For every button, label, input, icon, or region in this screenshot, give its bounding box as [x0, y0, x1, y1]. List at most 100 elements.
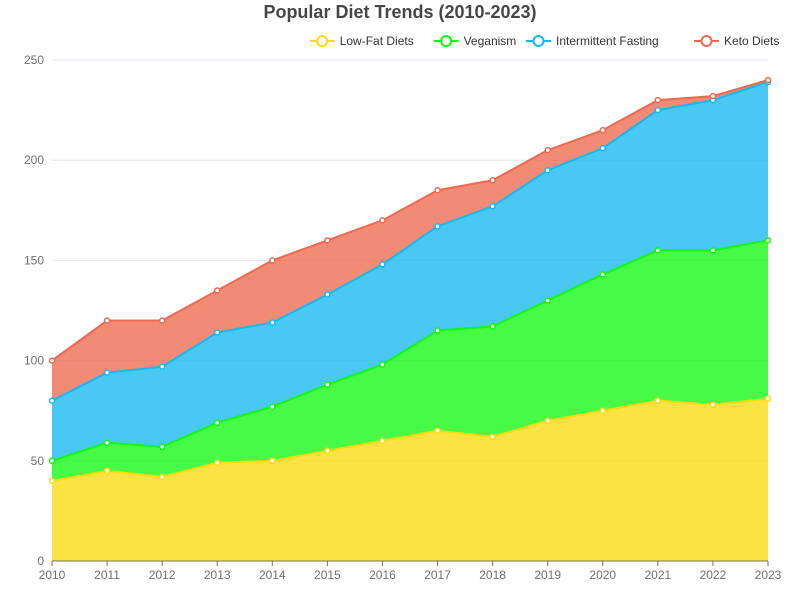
point-veganism[interactable] — [324, 381, 331, 388]
y-tick-label: 150 — [24, 253, 44, 267]
point-low-fat-diets[interactable] — [489, 433, 496, 441]
point-veganism[interactable] — [158, 443, 166, 451]
area-layer — [52, 80, 768, 561]
y-tick-label: 0 — [37, 554, 44, 568]
line-veganism — [51, 239, 769, 462]
area-low-fat-diets — [52, 398, 768, 561]
point-low-fat-diets[interactable] — [544, 417, 551, 424]
point-keto-diets[interactable] — [544, 146, 551, 154]
line-intermittent-fasting — [51, 81, 769, 402]
x-tick-label: 2015 — [314, 568, 341, 582]
point-keto-diets[interactable] — [48, 357, 56, 364]
point-keto-diets[interactable] — [324, 237, 331, 244]
point-keto-diets[interactable] — [764, 76, 772, 84]
point-keto-diets[interactable] — [379, 217, 386, 224]
x-tick-label: 2023 — [755, 568, 782, 582]
point-low-fat-diets[interactable] — [654, 397, 662, 404]
legend-marker-icon — [700, 35, 713, 47]
point-intermittent-fasting[interactable] — [324, 291, 331, 298]
point-low-fat-diets[interactable] — [764, 395, 772, 402]
x-tick-label: 2016 — [369, 568, 396, 582]
point-veganism[interactable] — [654, 247, 662, 254]
x-tick-label: 2018 — [479, 568, 506, 582]
point-veganism[interactable] — [764, 237, 772, 244]
x-tick-label: 2019 — [534, 568, 561, 582]
point-keto-diets[interactable] — [654, 96, 662, 104]
x-tick-label: 2021 — [644, 568, 671, 582]
area-intermittent-fasting — [52, 82, 768, 461]
x-tick-label: 2011 — [94, 568, 120, 582]
point-keto-diets[interactable] — [158, 317, 166, 324]
point-keto-diets[interactable] — [599, 126, 607, 134]
legend-item-keto-diets[interactable]: Keto Diets — [694, 34, 779, 48]
y-tick-label: 200 — [24, 153, 44, 167]
legend-marker-icon — [440, 35, 453, 47]
legend-item-low-fat-diets[interactable]: Low-Fat Diets — [309, 34, 414, 48]
x-tick-label: 2012 — [149, 568, 176, 582]
point-keto-diets[interactable] — [709, 92, 717, 100]
point-veganism[interactable] — [379, 361, 386, 368]
point-low-fat-diets[interactable] — [434, 427, 441, 434]
point-veganism[interactable] — [269, 403, 276, 410]
point-veganism[interactable] — [434, 327, 441, 334]
legend-marker-icon — [532, 35, 545, 47]
legend-label: Veganism — [464, 34, 517, 48]
area-veganism — [52, 240, 768, 481]
axis-layer: 0 50 100 150 200 250 2010 2011 2012 2013 2014 2015 2… — [24, 53, 782, 582]
x-tick-label: 2017 — [424, 568, 451, 582]
point-keto-diets[interactable] — [434, 187, 441, 194]
point-veganism[interactable] — [48, 457, 56, 465]
line-layer — [51, 79, 769, 482]
legend-label: Low-Fat Diets — [340, 34, 414, 48]
point-veganism[interactable] — [489, 323, 496, 330]
legend[interactable]: Low-Fat Diets Veganism Intermittent Fastin… — [309, 34, 780, 48]
line-keto-diets — [51, 79, 769, 362]
point-low-fat-diets[interactable] — [709, 401, 717, 408]
point-keto-diets[interactable] — [103, 317, 111, 324]
point-intermittent-fasting[interactable] — [103, 369, 111, 376]
point-intermittent-fasting[interactable] — [654, 106, 662, 114]
point-keto-diets[interactable] — [489, 176, 496, 184]
legend-item-intermittent-fasting[interactable]: Intermittent Fasting — [526, 34, 659, 48]
y-tick-label: 50 — [31, 454, 45, 468]
point-veganism[interactable] — [709, 247, 717, 254]
point-low-fat-diets[interactable] — [379, 437, 386, 445]
legend-label: Keto Diets — [724, 34, 779, 48]
point-veganism[interactable] — [103, 439, 111, 447]
point-low-fat-diets[interactable] — [158, 473, 166, 481]
point-low-fat-diets[interactable] — [48, 477, 56, 485]
point-intermittent-fasting[interactable] — [269, 319, 276, 326]
y-tick-label: 250 — [24, 53, 44, 67]
x-tick-label: 2020 — [589, 568, 616, 582]
y-tick-label: 100 — [24, 354, 44, 368]
point-veganism[interactable] — [213, 419, 221, 426]
point-veganism[interactable] — [599, 271, 607, 278]
point-intermittent-fasting[interactable] — [379, 261, 386, 268]
point-intermittent-fasting[interactable] — [213, 329, 221, 336]
point-intermittent-fasting[interactable] — [158, 363, 166, 370]
point-veganism[interactable] — [544, 297, 551, 304]
x-tick-label: 2014 — [259, 568, 286, 582]
area-keto-diets — [52, 80, 768, 401]
point-keto-diets[interactable] — [269, 257, 276, 264]
x-tick-label: 2010 — [39, 568, 66, 582]
legend-marker-icon — [316, 35, 329, 47]
point-intermittent-fasting[interactable] — [599, 144, 607, 152]
point-low-fat-diets[interactable] — [103, 467, 111, 475]
point-low-fat-diets[interactable] — [213, 459, 221, 467]
legend-label: Intermittent Fasting — [556, 34, 659, 48]
point-layer — [48, 76, 772, 485]
point-intermittent-fasting[interactable] — [489, 203, 496, 210]
legend-item-veganism[interactable]: Veganism — [433, 34, 517, 48]
point-low-fat-diets[interactable] — [269, 457, 276, 465]
point-low-fat-diets[interactable] — [324, 447, 331, 455]
point-intermittent-fasting[interactable] — [434, 223, 441, 230]
point-keto-diets[interactable] — [213, 287, 221, 294]
point-intermittent-fasting[interactable] — [48, 397, 56, 404]
chart-title: Popular Diet Trends (2010-2023) — [263, 2, 537, 22]
x-tick-label: 2022 — [700, 568, 727, 582]
point-low-fat-diets[interactable] — [599, 407, 607, 414]
point-intermittent-fasting[interactable] — [544, 166, 551, 174]
